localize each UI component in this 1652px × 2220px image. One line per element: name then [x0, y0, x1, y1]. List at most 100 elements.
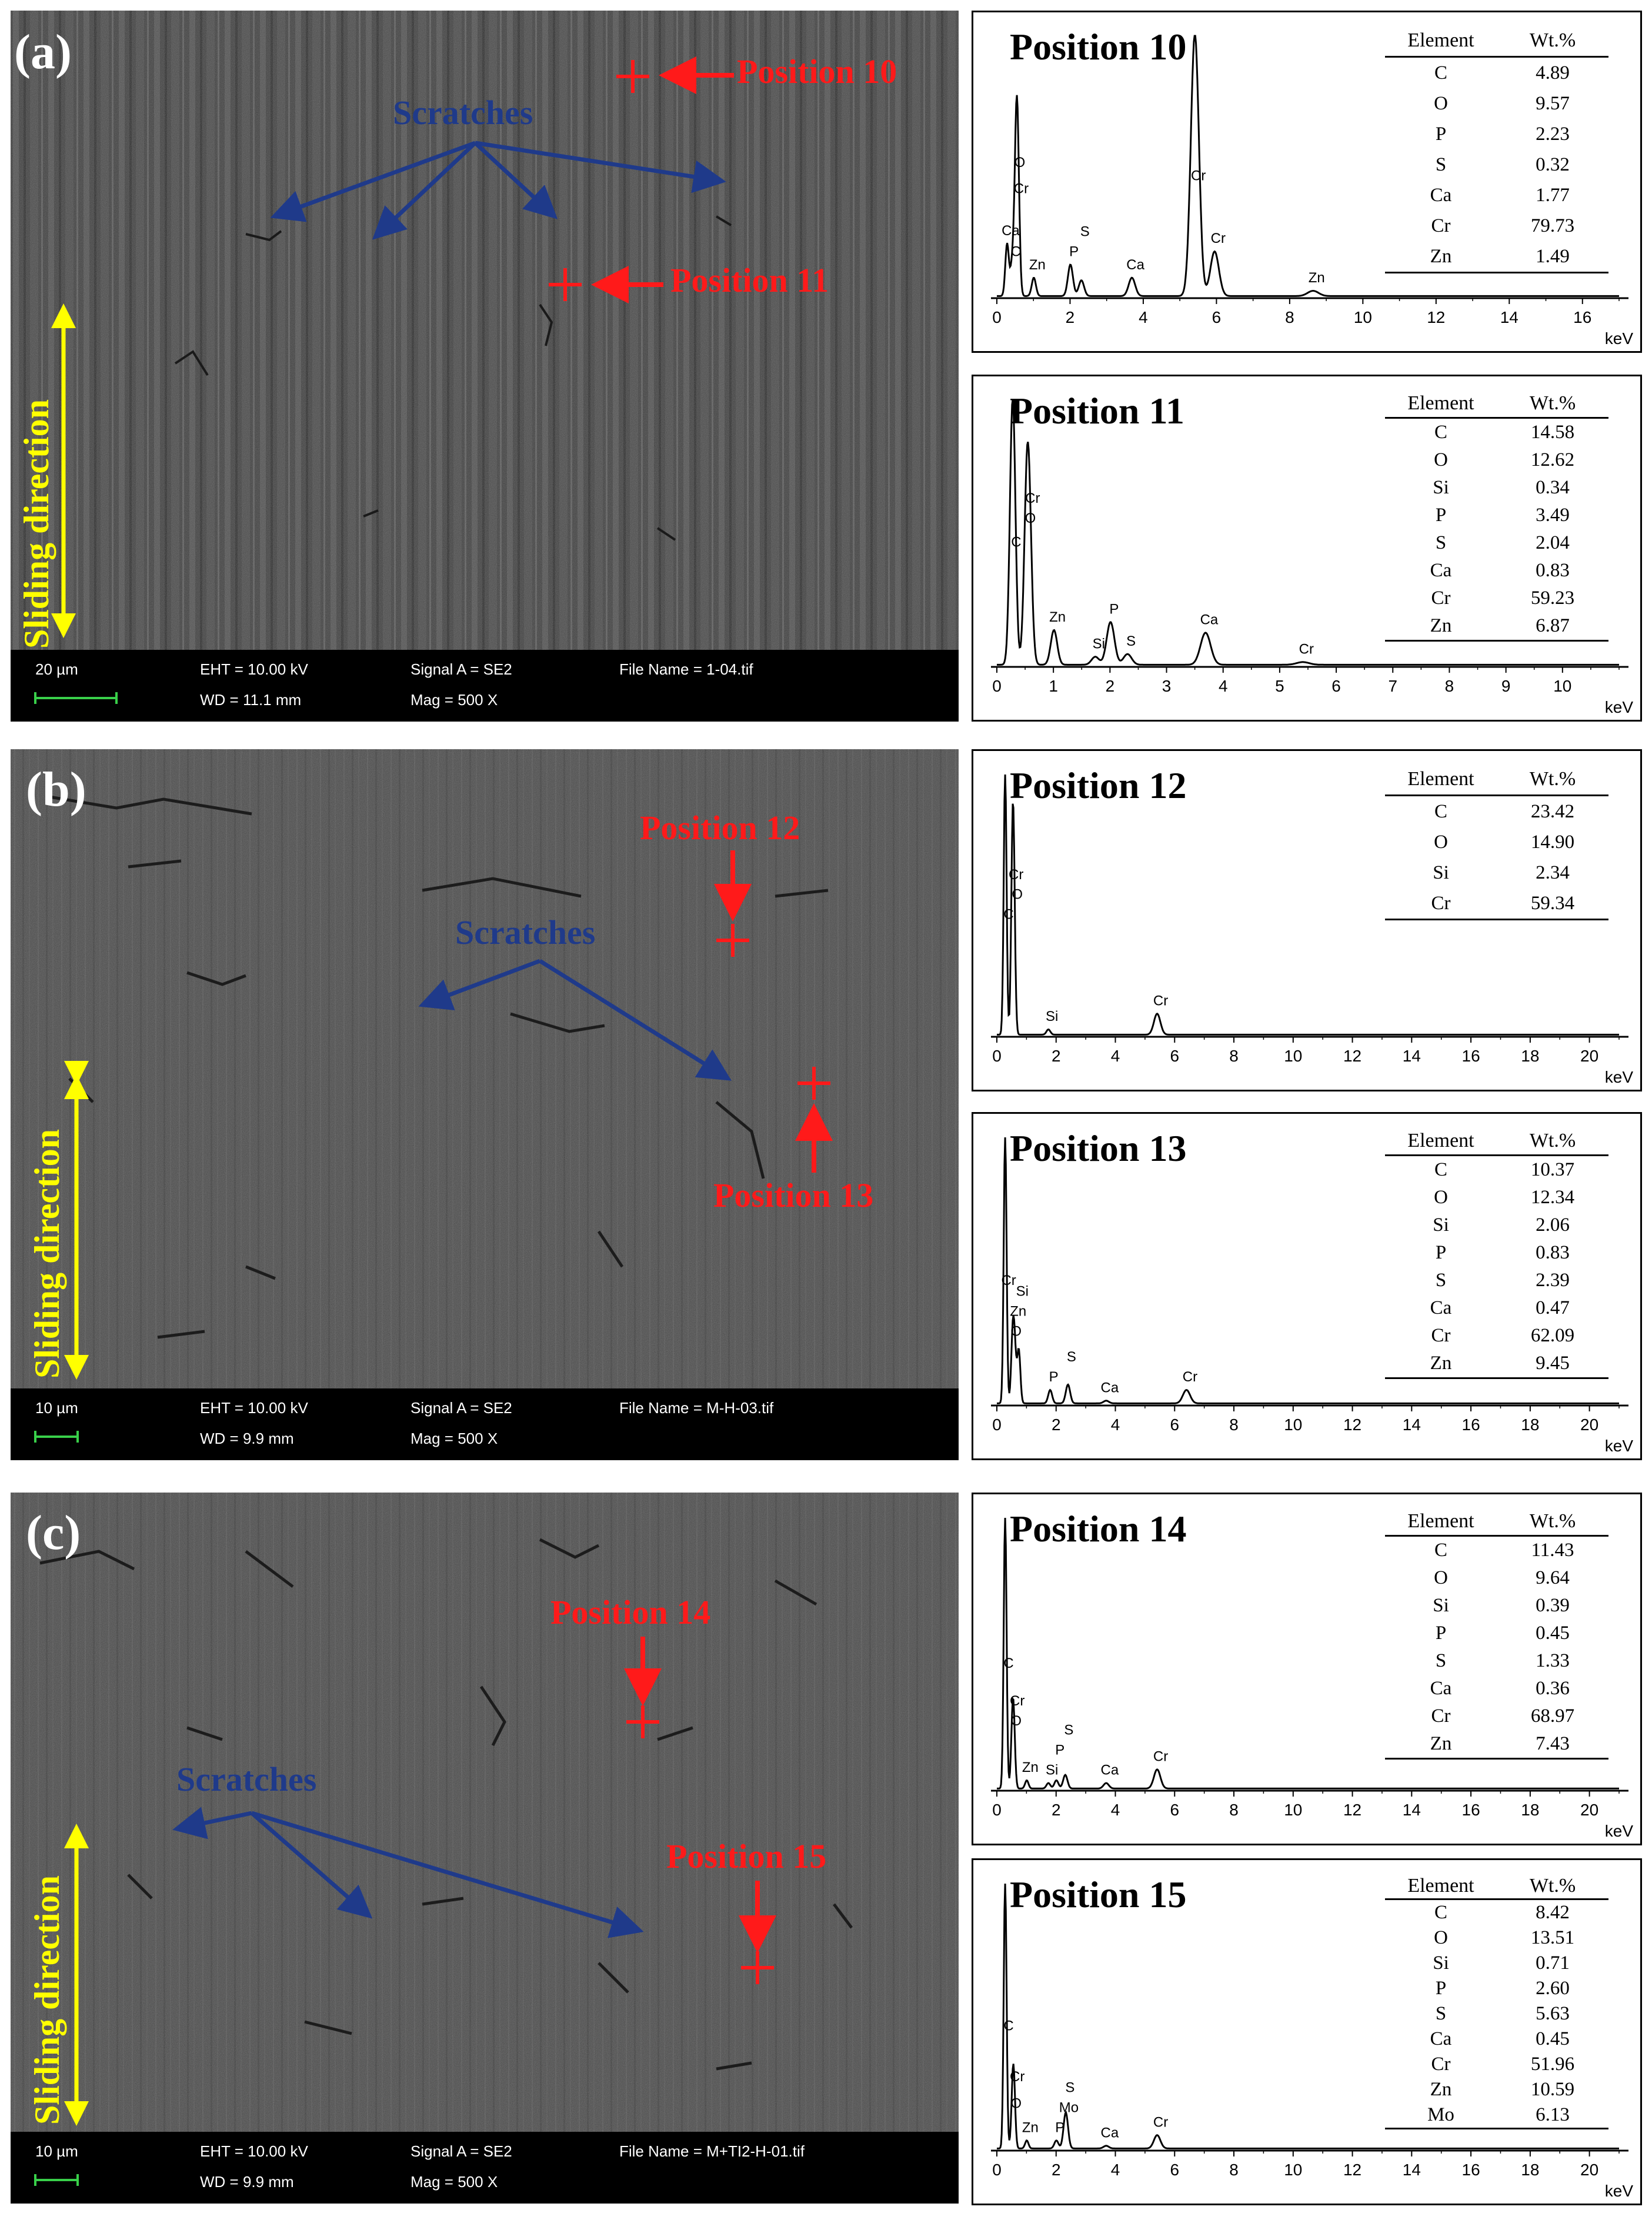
table-row: Cr 79.73 [1385, 211, 1608, 241]
peak-label: Ca [1101, 2125, 1119, 2141]
x-tick-label: 2 [1106, 677, 1115, 695]
table-header-element: Element [1407, 768, 1474, 790]
x-tick-label: 10 [1553, 677, 1571, 695]
element-cell: S [1435, 1650, 1447, 1671]
wt-cell: 5.63 [1536, 2003, 1570, 2024]
mag-label: Mag = 500 X [411, 691, 498, 709]
x-tick-label: 20 [1580, 1801, 1598, 1819]
composition-table: Element Wt.% C 23.42 O 14.90 Si 2.34 Cr 59.34 [1385, 764, 1608, 920]
table-header-wt: Wt.% [1529, 29, 1576, 51]
table-row: Si 0.39 [1385, 1592, 1608, 1620]
wt-cell: 9.57 [1536, 92, 1570, 114]
x-tick-label: 2 [1052, 1416, 1061, 1434]
element-cell: C [1434, 62, 1447, 84]
element-cell: Si [1433, 862, 1449, 883]
annotation-overlay-c [64, 1637, 776, 2126]
wt-cell: 68.97 [1530, 1705, 1575, 1727]
sem-micrograph-c [11, 1493, 959, 2132]
signal-label: Signal A = SE2 [411, 660, 512, 678]
table-row: Ca 0.36 [1385, 1675, 1608, 1702]
element-cell: Zn [1430, 2079, 1452, 2100]
x-tick-label: 0 [992, 677, 1002, 695]
x-tick-label: 14 [1403, 1801, 1421, 1819]
filename-label: File Name = M-H-03.tif [619, 1399, 774, 1417]
x-tick-label: 18 [1521, 1047, 1539, 1065]
element-cell: Cr [1431, 892, 1451, 914]
element-cell: Si [1433, 1214, 1449, 1236]
peak-label: Zn [1022, 1760, 1039, 1775]
table-row: C 11.43 [1385, 1537, 1608, 1564]
x-tick-label: 16 [1462, 1801, 1480, 1819]
sem-image-a: 20 µm EHT = 10.00 kV WD = 11.1 mm Signal… [11, 11, 959, 722]
scale-bar [34, 692, 118, 704]
wt-cell: 0.71 [1536, 1952, 1570, 1974]
wt-cell: 1.33 [1536, 1650, 1570, 1671]
x-tick-label: 6 [1170, 1801, 1179, 1819]
wt-cell: 2.04 [1536, 532, 1570, 553]
wd-label: WD = 11.1 mm [200, 691, 302, 709]
wt-cell: 1.49 [1536, 245, 1570, 267]
scratches-label-b: Scratches [455, 913, 596, 952]
peak-label: Cr [1010, 1693, 1024, 1709]
x-axis-unit: keV [1605, 1068, 1634, 1086]
x-tick-label: 10 [1284, 1047, 1302, 1065]
table-row: Zn 9.45 [1385, 1350, 1608, 1377]
peak-label: Cr [1009, 867, 1023, 883]
position-13-label: Position 13 [713, 1176, 874, 1214]
sem-info-bar-a: 20 µm EHT = 10.00 kV WD = 11.1 mm Signal… [11, 650, 959, 722]
x-axis-unit: keV [1605, 1822, 1634, 1840]
x-tick-label: 6 [1331, 677, 1341, 695]
composition-table: Element Wt.% C 8.42 O 13.51 Si 0.71 P 2.60 S 5.63 Ca… [1385, 1873, 1608, 2129]
table-header-wt: Wt.% [1529, 1129, 1576, 1151]
x-tick-label: 20 [1580, 2161, 1598, 2179]
x-tick-label: 4 [1111, 1416, 1120, 1434]
wd-label: WD = 9.9 mm [200, 1430, 294, 1447]
table-row: O 9.57 [1385, 88, 1608, 119]
element-cell: Si [1433, 1595, 1449, 1616]
x-tick-label: 8 [1229, 1801, 1239, 1819]
element-cell: Zn [1430, 245, 1452, 267]
table-row: O 14.90 [1385, 827, 1608, 857]
x-tick-label: 4 [1111, 2161, 1120, 2179]
wt-cell: 0.45 [1536, 1623, 1570, 1644]
sem-image-c: 10 µm EHT = 10.00 kV WD = 9.9 mm Signal … [11, 1493, 959, 2204]
x-tick-label: 2 [1052, 1047, 1061, 1065]
wt-cell: 2.34 [1536, 862, 1570, 883]
peak-label: C [1011, 535, 1021, 550]
wt-cell: 0.36 [1536, 1678, 1570, 1699]
peak-label: Si [1093, 636, 1105, 652]
element-cell: Ca [1430, 2028, 1452, 2049]
x-tick-label: 14 [1403, 2161, 1421, 2179]
wt-cell: 3.49 [1536, 505, 1570, 526]
wd-label: WD = 9.9 mm [200, 2173, 294, 2191]
x-tick-label: 12 [1343, 1416, 1361, 1434]
x-tick-label: 12 [1343, 1047, 1361, 1065]
wt-cell: 8.42 [1536, 1902, 1570, 1923]
x-tick-label: 10 [1284, 2161, 1302, 2179]
wt-cell: 2.23 [1536, 123, 1570, 145]
x-tick-label: 4 [1111, 1801, 1120, 1819]
wt-cell: 12.34 [1530, 1187, 1575, 1208]
element-cell: Zn [1430, 1353, 1452, 1374]
peak-label: O [1010, 1324, 1022, 1340]
peak-label: C [1003, 906, 1013, 922]
table-row: Cr 62.09 [1385, 1322, 1608, 1350]
table-row: S 5.63 [1385, 2001, 1608, 2027]
x-tick-label: 2 [1066, 308, 1075, 326]
eds-title: Position 15 [1010, 1874, 1187, 1915]
wt-cell: 14.90 [1530, 831, 1575, 853]
wt-cell: 0.34 [1536, 477, 1570, 498]
position-11-label: Position 11 [670, 261, 829, 299]
table-row: Cr 51.96 [1385, 2052, 1608, 2077]
table-row: Cr 59.34 [1385, 888, 1608, 919]
element-cell: Ca [1430, 184, 1452, 206]
peak-label: O [1014, 155, 1026, 171]
x-tick-label: 0 [992, 1047, 1002, 1065]
table-row: S 0.32 [1385, 149, 1608, 180]
peak-label: Zn [1309, 270, 1325, 286]
spectrum-line [997, 1883, 1619, 2149]
x-tick-label: 9 [1501, 677, 1511, 695]
x-tick-label: 4 [1139, 308, 1148, 326]
